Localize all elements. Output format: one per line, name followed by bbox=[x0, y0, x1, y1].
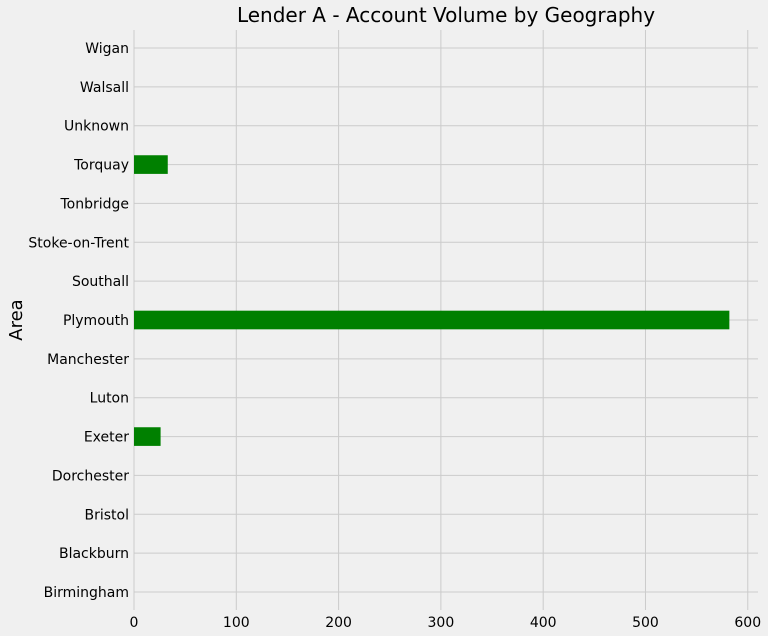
x-tick-label: 100 bbox=[223, 615, 250, 631]
bar-exeter bbox=[134, 427, 161, 446]
y-tick-label: Unknown bbox=[64, 119, 129, 135]
bars bbox=[134, 155, 730, 446]
y-tick-label: Wigan bbox=[85, 41, 129, 57]
y-tick-label: Bristol bbox=[85, 507, 130, 523]
x-tick-label: 0 bbox=[130, 615, 139, 631]
x-tick-label: 500 bbox=[632, 615, 659, 631]
y-tick-label: Manchester bbox=[47, 352, 129, 368]
x-tick-label: 600 bbox=[734, 615, 761, 631]
y-tick-label: Dorchester bbox=[52, 468, 129, 484]
y-tick-label: Southall bbox=[72, 274, 129, 290]
x-tick-label: 300 bbox=[428, 615, 455, 631]
y-tick-label: Exeter bbox=[84, 430, 129, 446]
chart-title: Lender A - Account Volume by Geography bbox=[237, 3, 655, 27]
y-tick-label: Walsall bbox=[80, 80, 129, 96]
y-tick-label: Blackburn bbox=[59, 546, 129, 562]
y-tick-label: Plymouth bbox=[63, 313, 129, 329]
x-tick-label: 200 bbox=[325, 615, 352, 631]
y-tick-label: Torquay bbox=[73, 158, 129, 174]
bar-torquay bbox=[134, 155, 168, 174]
y-tick-labels: Birmingham Blackburn Bristol Dorchester Exet… bbox=[28, 41, 129, 601]
bar-plymouth bbox=[134, 310, 730, 330]
x-tick-labels: 0 100 200 300 400 500 600 bbox=[130, 615, 762, 631]
y-tick-label: Tonbridge bbox=[59, 196, 129, 212]
y-axis-label: Area bbox=[6, 299, 27, 340]
y-tick-label: Luton bbox=[90, 391, 129, 407]
y-tick-label: Birmingham bbox=[44, 585, 129, 601]
x-tick-label: 400 bbox=[530, 615, 557, 631]
y-tick-label: Stoke-on-Trent bbox=[28, 235, 129, 251]
